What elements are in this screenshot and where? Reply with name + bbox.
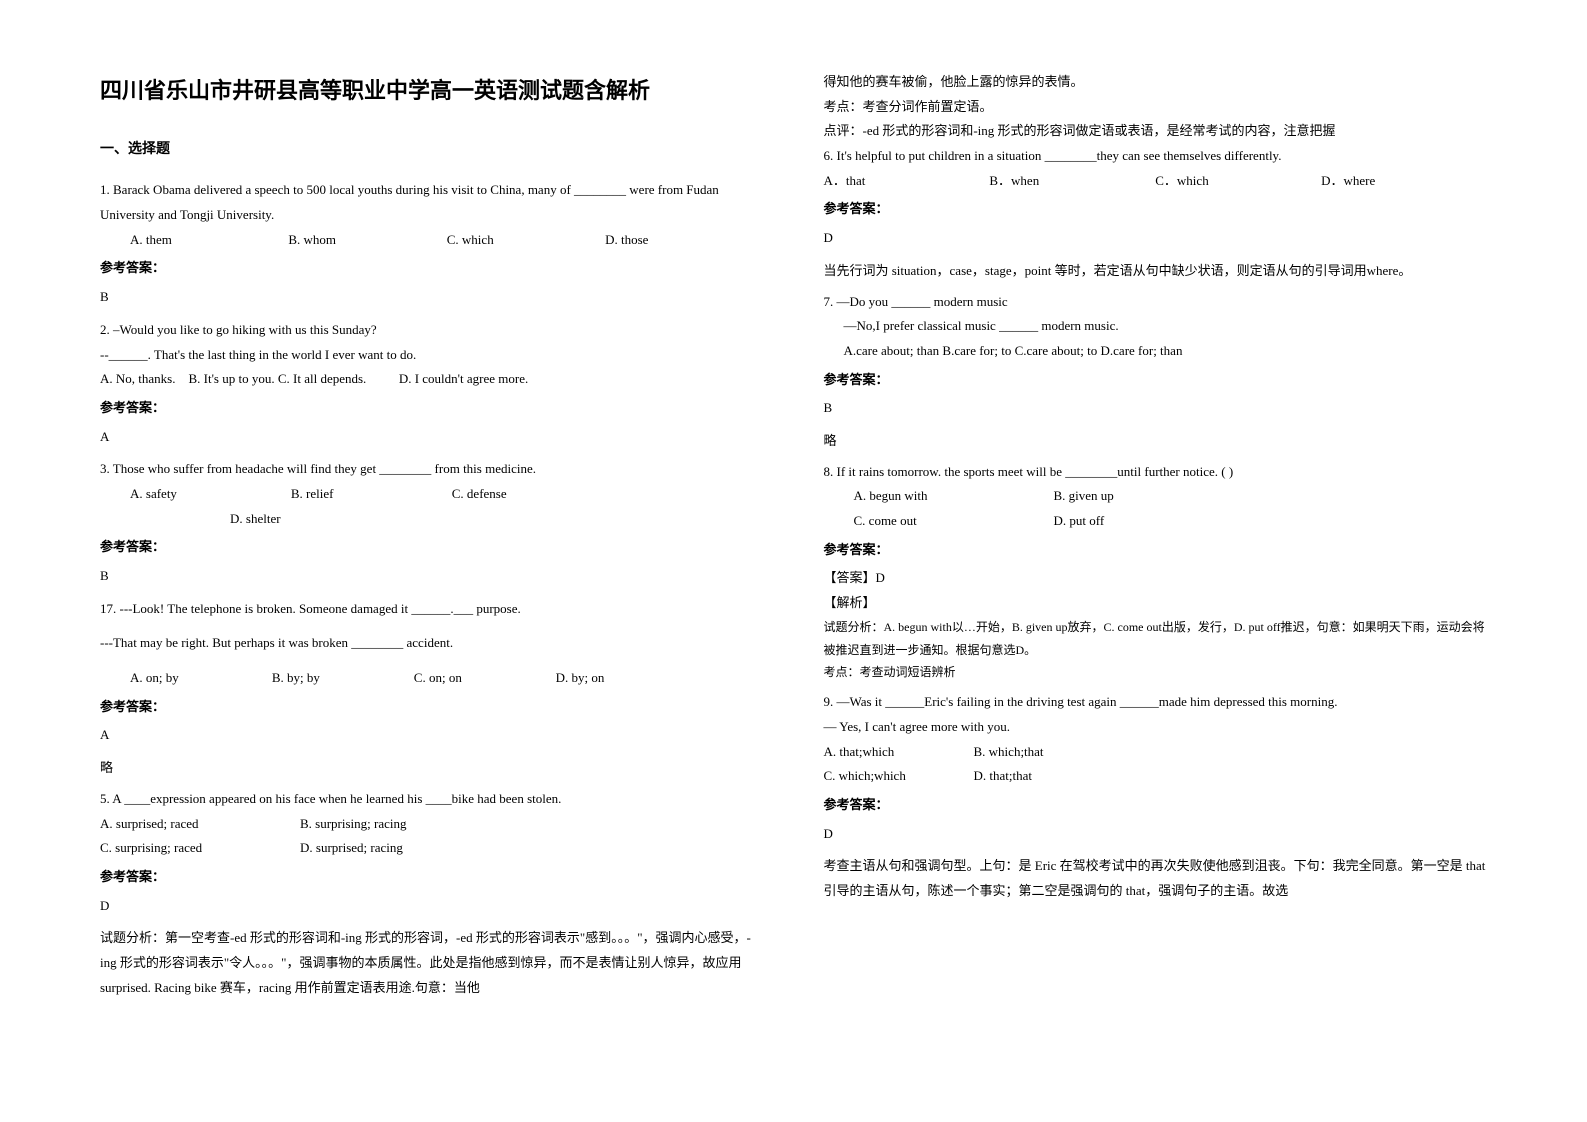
option-c: C. defense xyxy=(452,482,764,507)
option-d: D. those xyxy=(605,228,763,253)
right-column: 得知他的赛车被偷，他脸上露的惊异的表情。 考点：考查分词作前置定语。 点评：-e… xyxy=(824,70,1488,1006)
question-6: 6. It's helpful to put children in a sit… xyxy=(824,144,1488,283)
analysis-text: 当先行词为 situation，case，stage，point 等时，若定语从… xyxy=(824,259,1488,284)
question-3: 3. Those who suffer from headache will f… xyxy=(100,457,764,588)
question-text: 3. Those who suffer from headache will f… xyxy=(100,457,764,482)
question-text-2: —No,I prefer classical music ______ mode… xyxy=(824,314,1488,339)
answer-value: A xyxy=(100,425,764,450)
question-text: 2. –Would you like to go hiking with us … xyxy=(100,318,764,343)
option-a: A. them xyxy=(130,228,288,253)
question-1: 1. Barack Obama delivered a speech to 50… xyxy=(100,178,764,309)
answer-note: 略 xyxy=(100,756,764,781)
question-17: 17. ---Look! The telephone is broken. So… xyxy=(100,597,764,781)
question-5: 5. A ____expression appeared on his face… xyxy=(100,787,764,1001)
answer-value: D xyxy=(100,894,764,919)
answer-value: B xyxy=(100,564,764,589)
option-d: D. I couldn't agree more. xyxy=(399,371,528,386)
answer-label: 参考答案： xyxy=(824,538,1488,563)
option-d: D. that;that xyxy=(974,764,1033,789)
option-b: B．when xyxy=(989,169,1155,194)
answer-label: 参考答案： xyxy=(824,197,1488,222)
options-line: A.care about; than B.care for; to C.care… xyxy=(824,339,1488,364)
option-a: A. on; by xyxy=(130,666,272,691)
question-9: 9. —Was it ______Eric's failing in the d… xyxy=(824,690,1488,904)
question-2: 2. –Would you like to go hiking with us … xyxy=(100,318,764,449)
option-c: C. surprising; raced xyxy=(100,836,300,861)
option-c: C. It all depends. xyxy=(278,371,366,386)
question-8: 8. If it rains tomorrow. the sports meet… xyxy=(824,460,1488,685)
option-a: A. safety xyxy=(130,482,291,507)
section-header: 一、选择题 xyxy=(100,137,764,164)
answer-value: B xyxy=(100,285,764,310)
answer-label: 参考答案： xyxy=(824,793,1488,818)
answer-value: D xyxy=(824,226,1488,251)
option-b: B. It's up to you. xyxy=(188,371,274,386)
question-text-2: --______. That's the last thing in the w… xyxy=(100,343,764,368)
option-b: B. relief xyxy=(291,482,452,507)
analysis-text-2: 考点：考查动词短语辨析 xyxy=(824,661,1488,684)
question-text: 6. It's helpful to put children in a sit… xyxy=(824,144,1488,169)
option-c: C. which xyxy=(447,228,605,253)
q5-test-point: 考点：考查分词作前置定语。 xyxy=(824,95,1488,120)
option-d: D. shelter xyxy=(100,507,764,532)
question-text: 7. —Do you ______ modern music xyxy=(824,290,1488,315)
answer-label: 参考答案： xyxy=(100,256,764,281)
question-7: 7. —Do you ______ modern music —No,I pre… xyxy=(824,290,1488,454)
answer-label: 参考答案： xyxy=(100,396,764,421)
option-b: B. given up xyxy=(1054,484,1114,509)
option-a: A. begun with xyxy=(854,484,1054,509)
option-b: B. by; by xyxy=(272,666,414,691)
option-b: B. whom xyxy=(288,228,446,253)
option-a: A. surprised; raced xyxy=(100,812,300,837)
analysis-text: 试题分析：第一空考查-ed 形式的形容词和-ing 形式的形容词，-ed 形式的… xyxy=(100,926,764,1000)
option-a: A. No, thanks. xyxy=(100,371,175,386)
option-d: D. by; on xyxy=(556,666,764,691)
analysis-text: 考查主语从句和强调句型。上句：是 Eric 在驾校考试中的再次失败使他感到沮丧。… xyxy=(824,854,1488,903)
option-d: D. surprised; racing xyxy=(300,836,403,861)
option-c: C. which;which xyxy=(824,764,974,789)
option-b: B. which;that xyxy=(974,740,1044,765)
question-text: 5. A ____expression appeared on his face… xyxy=(100,787,764,812)
option-a: A．that xyxy=(824,169,990,194)
q5-comment: 点评：-ed 形式的形容词和-ing 形式的形容词做定语或表语，是经常考试的内容… xyxy=(824,119,1488,144)
option-c: C. come out xyxy=(854,509,1054,534)
answer-label: 参考答案： xyxy=(100,535,764,560)
question-text: 9. —Was it ______Eric's failing in the d… xyxy=(824,690,1488,715)
left-column: 四川省乐山市井研县高等职业中学高一英语测试题含解析 一、选择题 1. Barac… xyxy=(100,70,764,1006)
answer-header: 【答案】D xyxy=(824,566,1488,591)
option-a: A. that;which xyxy=(824,740,974,765)
option-b: B. surprising; racing xyxy=(300,812,407,837)
option-d: D．where xyxy=(1321,169,1487,194)
answer-label: 参考答案： xyxy=(100,695,764,720)
question-text-2: ---That may be right. But perhaps it was… xyxy=(100,631,764,656)
answer-value: A xyxy=(100,723,764,748)
answer-note: 略 xyxy=(824,429,1488,454)
question-text-2: — Yes, I can't agree more with you. xyxy=(824,715,1488,740)
analysis-text-1: 试题分析：A. begun with以…开始，B. given up放弃，C. … xyxy=(824,616,1488,662)
option-d: D. put off xyxy=(1054,509,1105,534)
answer-value: B xyxy=(824,396,1488,421)
exam-title: 四川省乐山市井研县高等职业中学高一英语测试题含解析 xyxy=(100,70,764,112)
analysis-header: 【解析】 xyxy=(824,591,1488,616)
question-text: 1. Barack Obama delivered a speech to 50… xyxy=(100,178,764,227)
answer-value: D xyxy=(824,822,1488,847)
question-text: 8. If it rains tomorrow. the sports meet… xyxy=(824,460,1488,485)
question-text: 17. ---Look! The telephone is broken. So… xyxy=(100,597,764,622)
answer-label: 参考答案： xyxy=(824,368,1488,393)
answer-label: 参考答案： xyxy=(100,865,764,890)
option-c: C. on; on xyxy=(414,666,556,691)
option-c: C．which xyxy=(1155,169,1321,194)
q5-analysis-cont: 得知他的赛车被偷，他脸上露的惊异的表情。 xyxy=(824,70,1488,95)
